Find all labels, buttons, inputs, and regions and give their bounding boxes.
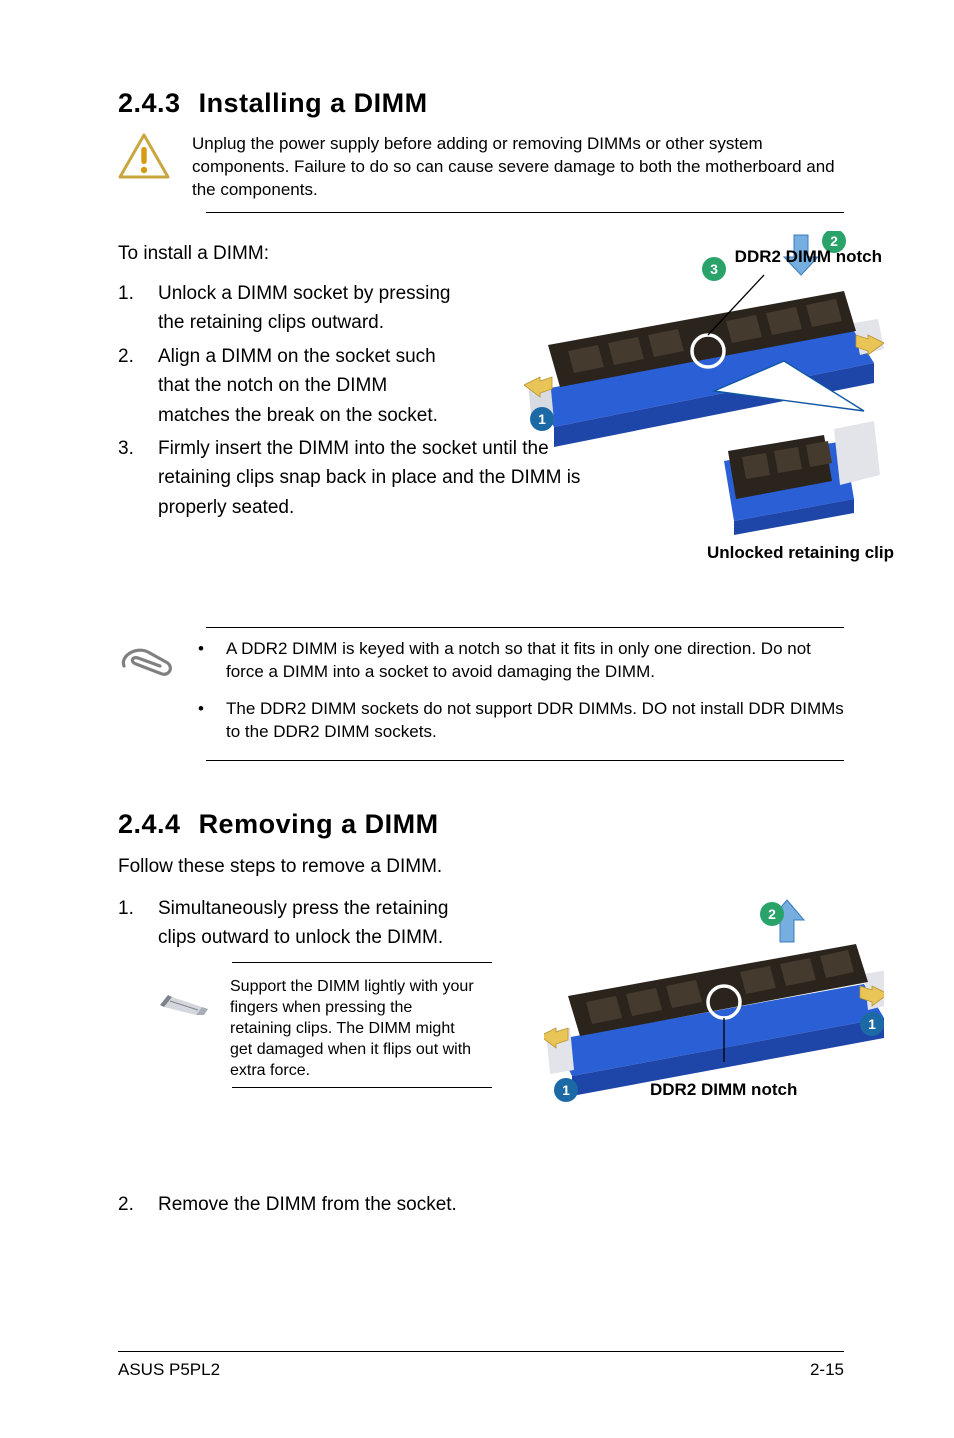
marker-1: 1 bbox=[538, 411, 546, 427]
figure-label-notch: DDR2 DIMM notch bbox=[650, 1080, 797, 1100]
marker-3: 3 bbox=[710, 261, 718, 277]
remove-dimm-figure: 2 bbox=[544, 894, 884, 1124]
notes-bullets: • A DDR2 DIMM is keyed with a notch so t… bbox=[198, 638, 844, 758]
install-content: To install a DIMM: 1. Unlock a DIMM sock… bbox=[118, 241, 844, 601]
section-removing: 2.4.4 Removing a DIMM Follow these steps … bbox=[118, 809, 844, 1219]
bullet-dot: • bbox=[198, 698, 226, 744]
remove-intro: Follow these steps to remove a DIMM. bbox=[118, 854, 844, 878]
divider bbox=[232, 1087, 492, 1088]
pencil-note-text: Support the DIMM lightly with your finge… bbox=[230, 977, 476, 1081]
paperclip-icon bbox=[118, 642, 174, 687]
marker-2: 2 bbox=[768, 906, 776, 922]
remove-content: 1. Simultaneously press the retaining cl… bbox=[118, 894, 844, 1154]
remove-step2: 2. Remove the DIMM from the socket. bbox=[118, 1190, 844, 1219]
install-notes: • A DDR2 DIMM is keyed with a notch so t… bbox=[118, 627, 844, 761]
note-text: A DDR2 DIMM is keyed with a notch so tha… bbox=[226, 638, 844, 684]
step-body: Unlock a DIMM socket by pressing the ret… bbox=[158, 279, 458, 338]
section-heading-remove: 2.4.4 Removing a DIMM bbox=[118, 809, 844, 840]
step-body: Simultaneously press the retaining clips… bbox=[158, 894, 478, 953]
step-body: Remove the DIMM from the socket. bbox=[158, 1190, 844, 1219]
section-title: Installing a DIMM bbox=[199, 88, 428, 118]
pencil-icon bbox=[158, 977, 212, 1022]
divider bbox=[206, 760, 844, 761]
marker-1b: 1 bbox=[868, 1016, 876, 1032]
divider bbox=[232, 962, 492, 963]
step-number: 2. bbox=[118, 1190, 158, 1219]
warning-text: Unplug the power supply before adding or… bbox=[192, 133, 844, 202]
warning-triangle-icon bbox=[118, 133, 170, 186]
step-body: Align a DIMM on the socket such that the… bbox=[158, 342, 458, 430]
figure-label-clip: Unlocked retaining clip bbox=[707, 543, 894, 563]
footer-left: ASUS P5PL2 bbox=[118, 1360, 220, 1380]
list-item: • A DDR2 DIMM is keyed with a notch so t… bbox=[198, 638, 844, 684]
note-text: The DDR2 DIMM sockets do not support DDR… bbox=[226, 698, 844, 744]
install-dimm-figure: 3 2 1 DDR2 DIMM notch Unlocked retaining… bbox=[524, 231, 884, 561]
marker-1: 1 bbox=[562, 1082, 570, 1098]
bullet-dot: • bbox=[198, 638, 226, 684]
section-heading-install: 2.4.3 Installing a DIMM bbox=[118, 88, 844, 119]
warning-block: Unplug the power supply before adding or… bbox=[118, 133, 844, 202]
step-number: 1. bbox=[118, 279, 158, 338]
footer-right: 2-15 bbox=[810, 1360, 844, 1380]
figure-label-notch: DDR2 DIMM notch bbox=[735, 247, 882, 267]
divider bbox=[118, 1351, 844, 1352]
section-title: Removing a DIMM bbox=[199, 809, 439, 839]
step-number: 2. bbox=[118, 342, 158, 430]
page-footer: ASUS P5PL2 2-15 bbox=[118, 1351, 844, 1380]
step-number: 3. bbox=[118, 434, 158, 522]
divider bbox=[206, 212, 844, 213]
list-item: • The DDR2 DIMM sockets do not support D… bbox=[198, 698, 844, 744]
list-item: 2. Remove the DIMM from the socket. bbox=[118, 1190, 844, 1219]
section-number: 2.4.3 bbox=[118, 88, 181, 118]
section-number: 2.4.4 bbox=[118, 809, 181, 839]
step-number: 1. bbox=[118, 894, 158, 953]
